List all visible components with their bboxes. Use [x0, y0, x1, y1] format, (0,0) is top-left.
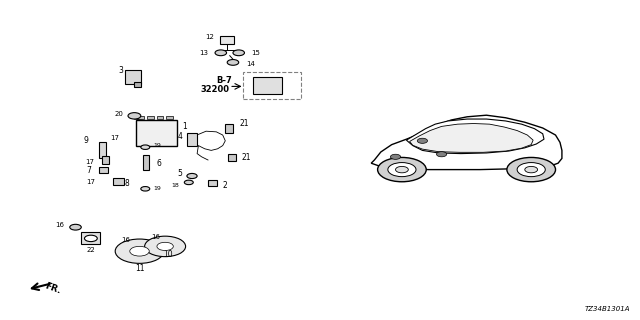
- Text: 16: 16: [151, 234, 160, 240]
- Polygon shape: [371, 115, 562, 170]
- FancyBboxPatch shape: [136, 120, 177, 146]
- Text: TZ34B1301A: TZ34B1301A: [585, 306, 630, 312]
- Circle shape: [388, 163, 416, 177]
- Circle shape: [517, 163, 545, 177]
- Circle shape: [396, 166, 408, 173]
- FancyBboxPatch shape: [102, 156, 109, 164]
- FancyBboxPatch shape: [138, 116, 144, 119]
- Circle shape: [525, 166, 538, 173]
- Text: 18: 18: [172, 183, 179, 188]
- Text: 17: 17: [85, 159, 94, 165]
- Text: 20: 20: [115, 111, 124, 116]
- Text: 19: 19: [154, 186, 161, 191]
- Circle shape: [436, 152, 447, 157]
- Circle shape: [130, 246, 149, 256]
- Text: 21: 21: [242, 153, 252, 162]
- FancyBboxPatch shape: [99, 167, 108, 173]
- Text: B-7: B-7: [216, 76, 232, 85]
- FancyBboxPatch shape: [147, 116, 154, 119]
- Text: FR.: FR.: [44, 281, 62, 295]
- Text: 16: 16: [55, 222, 64, 228]
- Circle shape: [128, 113, 141, 119]
- Circle shape: [507, 157, 556, 182]
- Circle shape: [233, 50, 244, 56]
- FancyBboxPatch shape: [99, 142, 106, 158]
- Text: 5: 5: [177, 169, 182, 178]
- Circle shape: [390, 154, 401, 159]
- Circle shape: [227, 60, 239, 65]
- Circle shape: [70, 224, 81, 230]
- FancyBboxPatch shape: [125, 70, 141, 84]
- Text: 22: 22: [86, 247, 95, 253]
- Text: 17: 17: [110, 135, 119, 140]
- FancyBboxPatch shape: [113, 178, 124, 185]
- Text: 17: 17: [86, 180, 95, 185]
- Circle shape: [115, 239, 164, 263]
- FancyBboxPatch shape: [228, 154, 236, 161]
- Circle shape: [157, 242, 173, 251]
- Circle shape: [84, 235, 97, 242]
- Text: 7: 7: [86, 166, 92, 175]
- Text: 21: 21: [240, 119, 250, 128]
- Text: 14: 14: [246, 61, 255, 67]
- Text: 12: 12: [205, 34, 214, 40]
- Circle shape: [215, 50, 227, 56]
- Circle shape: [187, 173, 197, 179]
- Text: 19: 19: [154, 143, 161, 148]
- Text: 9: 9: [83, 136, 88, 145]
- Text: 3: 3: [118, 66, 123, 75]
- FancyBboxPatch shape: [143, 156, 149, 170]
- Circle shape: [417, 138, 428, 143]
- Circle shape: [378, 157, 426, 182]
- Circle shape: [184, 180, 193, 185]
- Circle shape: [141, 145, 150, 149]
- Text: 11: 11: [135, 264, 144, 273]
- FancyBboxPatch shape: [253, 77, 282, 94]
- Circle shape: [141, 187, 150, 191]
- Text: 10: 10: [163, 250, 173, 259]
- Text: 6: 6: [157, 159, 162, 168]
- FancyBboxPatch shape: [157, 116, 163, 119]
- Polygon shape: [406, 119, 544, 154]
- Text: 16: 16: [121, 237, 130, 243]
- FancyBboxPatch shape: [187, 133, 197, 146]
- Circle shape: [145, 236, 186, 257]
- Text: 13: 13: [199, 50, 208, 56]
- Text: 8: 8: [125, 179, 129, 188]
- FancyBboxPatch shape: [166, 116, 173, 119]
- FancyBboxPatch shape: [134, 83, 141, 87]
- Text: 15: 15: [252, 50, 260, 56]
- FancyBboxPatch shape: [208, 180, 217, 186]
- Text: 1: 1: [182, 122, 187, 131]
- Polygon shape: [410, 124, 533, 152]
- Bar: [243, 72, 301, 99]
- FancyBboxPatch shape: [220, 36, 234, 44]
- Text: 32200: 32200: [200, 85, 229, 94]
- Text: 4: 4: [177, 132, 182, 140]
- FancyBboxPatch shape: [225, 124, 233, 133]
- Text: 2: 2: [223, 181, 227, 190]
- FancyBboxPatch shape: [81, 232, 100, 244]
